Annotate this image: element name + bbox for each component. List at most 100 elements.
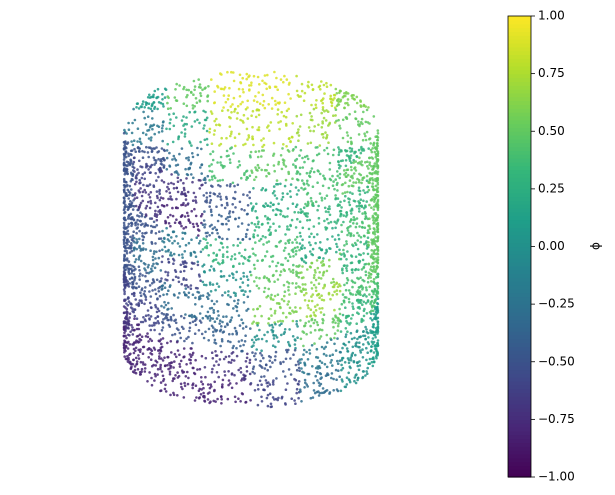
data-point (240, 379, 243, 382)
data-point (376, 178, 380, 182)
data-point (255, 100, 259, 104)
data-point (167, 233, 171, 237)
data-point (135, 227, 139, 230)
colorbar-segment (508, 177, 531, 182)
data-point (332, 377, 335, 381)
data-point (243, 172, 246, 175)
data-point (124, 205, 127, 209)
data-point (250, 338, 254, 342)
colorbar-segment (508, 131, 531, 136)
data-point (262, 99, 266, 103)
data-point (190, 144, 193, 147)
data-point (367, 336, 370, 339)
data-point (328, 177, 332, 181)
data-point (130, 217, 133, 221)
data-point (345, 269, 349, 273)
data-point (268, 280, 272, 283)
data-point (184, 198, 188, 201)
data-point (206, 292, 210, 295)
data-point (171, 278, 175, 282)
data-point (160, 357, 163, 360)
data-point (138, 244, 141, 248)
data-point (252, 99, 256, 102)
data-point (272, 222, 275, 225)
data-point (354, 381, 358, 385)
data-point (358, 156, 361, 160)
data-point (287, 252, 291, 256)
data-point (322, 116, 326, 120)
data-point (333, 97, 336, 100)
data-point (218, 329, 222, 333)
data-point (125, 323, 129, 326)
data-point (366, 372, 369, 376)
data-point (329, 83, 333, 87)
data-point (284, 403, 287, 406)
data-point (180, 282, 183, 286)
data-point (361, 122, 364, 126)
data-point (357, 200, 360, 203)
data-point (276, 208, 280, 212)
data-point (357, 181, 361, 184)
data-point (325, 109, 328, 112)
data-point (250, 114, 253, 117)
data-point (323, 176, 326, 180)
data-point (322, 174, 325, 178)
colorbar-segment (508, 461, 531, 467)
data-point (356, 311, 359, 315)
data-point (139, 294, 143, 298)
data-point (296, 360, 300, 363)
data-point (125, 181, 128, 184)
data-point (353, 281, 357, 285)
data-point (298, 166, 302, 170)
data-point (267, 278, 271, 281)
data-point (235, 354, 239, 358)
data-point (212, 330, 215, 334)
data-point (369, 268, 372, 271)
data-point (258, 239, 261, 243)
data-point (338, 248, 341, 252)
data-point (140, 213, 144, 216)
data-point (242, 275, 246, 278)
data-point (271, 381, 275, 384)
data-point (184, 204, 187, 207)
data-point (344, 335, 348, 339)
data-point (183, 381, 186, 385)
data-point (272, 185, 276, 188)
data-point (297, 139, 300, 142)
data-point (144, 274, 147, 278)
data-point (376, 272, 379, 276)
data-point (376, 301, 379, 305)
data-point (158, 249, 161, 253)
data-point (300, 211, 303, 214)
data-point (343, 244, 346, 247)
data-point (308, 235, 311, 238)
data-point (202, 194, 206, 197)
data-point (169, 284, 172, 287)
data-point (206, 241, 209, 245)
data-point (196, 224, 200, 228)
data-point (135, 362, 139, 366)
data-point (269, 297, 273, 301)
data-point (168, 127, 172, 131)
data-point (197, 78, 200, 81)
data-point (165, 190, 168, 193)
data-point (271, 396, 275, 399)
data-point (226, 216, 230, 219)
data-point (201, 88, 204, 92)
data-point (320, 126, 324, 129)
colorbar-segment (508, 185, 531, 190)
data-point (244, 334, 247, 338)
data-point (295, 157, 299, 161)
data-point (162, 379, 165, 383)
data-point (126, 232, 130, 236)
colorbar-segment (508, 173, 531, 178)
data-point (257, 220, 260, 224)
data-point (143, 215, 147, 219)
data-point (139, 105, 143, 108)
data-point (340, 149, 343, 152)
data-point (313, 313, 316, 317)
data-point (132, 107, 135, 111)
data-point (351, 313, 355, 317)
data-point (222, 357, 226, 361)
data-point (331, 293, 335, 297)
